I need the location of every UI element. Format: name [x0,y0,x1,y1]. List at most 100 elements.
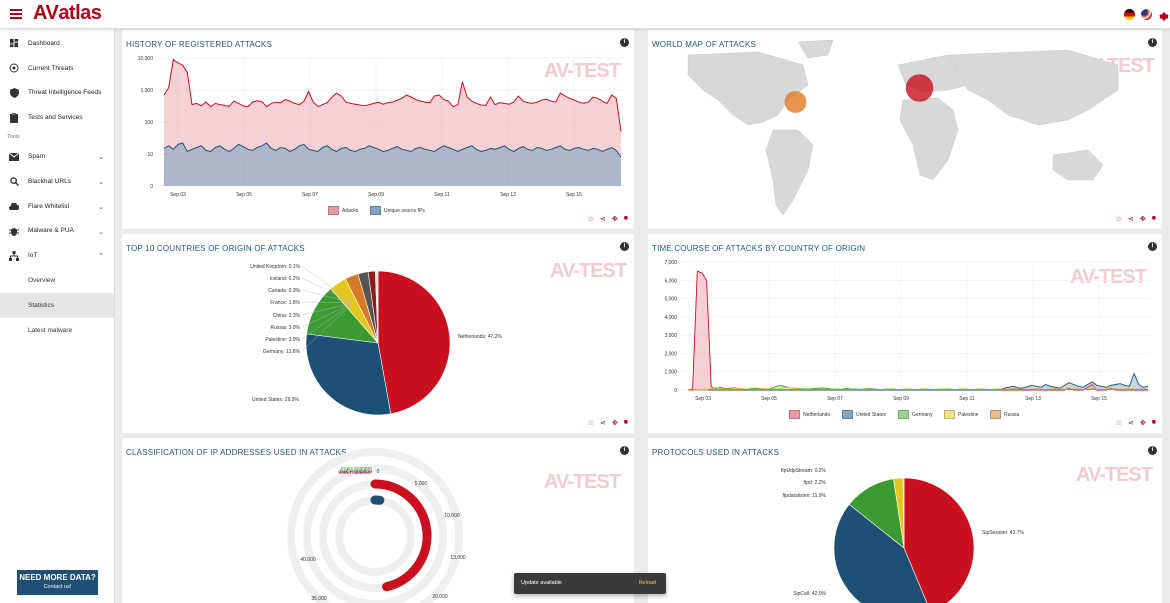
slice-label: France: 1.6% [270,300,300,306]
star-icon[interactable]: ☆ [587,216,595,223]
chart-actions: ☆ ⋖ ✥ ■ [1116,215,1156,223]
sidebar-subitem-statistics[interactable]: Statistics [0,292,114,318]
logo[interactable]: AVatlas [33,2,102,24]
y-tick-label: 4,000 [664,315,677,321]
sidebar-item-spam[interactable]: Spam ⌄ [0,144,114,169]
info-icon[interactable]: i [1148,242,1157,251]
label-leader [301,302,354,316]
slice-label: Iceland: 0.2% [270,276,301,282]
save-icon[interactable]: ■ [1151,419,1156,426]
map-point [905,74,934,102]
star-icon[interactable]: ☆ [1115,420,1123,427]
chevron-down-icon[interactable]: ⌄ [98,203,104,211]
legend-russia[interactable]: Russia [990,410,1019,419]
slice-label: Palestine: 3.9% [265,337,300,343]
chevron-down-icon[interactable]: ⌄ [98,178,104,186]
info-icon[interactable]: i [1148,446,1157,455]
sidebar-item-threat-intelligence-feeds[interactable]: Threat Intelligence Feeds [0,81,114,106]
radial-track [335,496,415,576]
x-tick-label: Sep 03 [695,396,711,402]
legend-netherlands[interactable]: Netherlands [789,410,830,419]
fullscreen-icon[interactable]: ✥ [611,216,618,223]
us-flag-icon[interactable] [1141,9,1152,20]
star-icon[interactable]: ☆ [1115,216,1123,223]
map-landmass [1052,149,1104,181]
panel-protocols: PROTOCOLS USED IN ATTACKS i AV-TEST SipS… [648,438,1162,603]
sidebar-subitem-overview[interactable]: Overview [28,277,56,285]
fullscreen-icon[interactable]: ✥ [1139,420,1146,427]
slice-label: United Kingdom: 0.1% [250,264,300,270]
info-icon[interactable]: i [1148,38,1157,47]
chevron-down-icon[interactable]: ⌄ [98,154,104,162]
need-more-data-button[interactable]: NEED MORE DATA? Contact us! [17,570,98,595]
need-data-title: NEED MORE DATA? [19,573,96,582]
sidebar-subitem-latest-malware[interactable]: Latest malware [28,326,73,334]
slice-label: Netherlands: 47.2% [458,334,502,340]
snackbar-message: Update available [521,580,562,586]
panel-title: TOP 10 COUNTRIES OF ORIGIN OF ATTACKS [126,244,305,253]
sidebar-item-dashboard[interactable]: Dashboard [0,31,114,56]
info-icon[interactable]: i [620,38,629,47]
y-tick-label: 2,000 [664,351,677,357]
panel-title: PROTOCOLS USED IN ATTACKS [652,448,780,457]
y-tick-label: 7,000 [664,260,677,266]
panel-world-map: WORLD MAP OF ATTACKS i AV-TEST ☆⋖✥■ [648,30,1162,229]
sidebar-item-iot[interactable]: IoT ⌃ [0,243,114,268]
panel-title: CLASSIFICATION OF IP ADDRESSES USED IN A… [126,448,347,457]
fullscreen-icon[interactable]: ✥ [1139,216,1146,223]
sidebar-item-tests-and-services[interactable]: Tests and Services [0,105,114,130]
sidebar-section-tools: Tools [7,134,20,141]
time-course-chart: 7,000 6,000 5,000 4,000 3,000 2,000 1,000 0 Sep … [664,260,1150,402]
info-icon[interactable]: i [620,242,629,251]
avtest-watermark: AV-TEST [550,260,627,282]
reload-button[interactable]: Reload [638,580,656,586]
series-area [164,143,621,186]
info-icon[interactable]: i [620,446,629,455]
sidebar-item-label: IoT [28,252,38,260]
y-tick-label: 10 [147,152,153,158]
map-landmass [797,39,834,59]
legend-attacks[interactable]: Attacks [328,206,358,215]
share-icon[interactable]: ⋖ [600,216,606,223]
x-tick-label: Sep 05 [761,396,777,402]
x-tick-label: Sep 13 [500,192,516,198]
settings-gear-icon[interactable] [1158,9,1169,21]
fullscreen-icon[interactable]: ✥ [611,420,618,427]
legend-palestine[interactable]: Palestine [944,410,979,419]
label-leader [301,265,354,304]
category-label: bad reputation [340,469,372,475]
menu-icon[interactable] [10,9,22,19]
legend-germany[interactable]: Germany [898,410,933,419]
sidebar: Dashboard Current Threats Threat Intelli… [0,29,115,603]
sidebar-item-malware-pua[interactable]: Malware & PUA ⌄ [0,219,114,244]
sidebar-item-blackhat-urls[interactable]: Blackhat URLs ⌄ [0,169,114,194]
share-icon[interactable]: ⋖ [1128,420,1134,427]
slice-label: ftpd: 2.2% [803,480,826,486]
chevron-down-icon[interactable]: ⌄ [98,228,104,236]
world-map [687,39,1119,216]
y-tick-label: 0 [674,388,677,394]
x-tick-label: Sep 11 [434,192,450,198]
map-landmass [687,51,809,126]
label-leader [301,302,354,328]
legend-united-states[interactable]: United States [842,410,886,419]
star-icon[interactable]: ☆ [587,420,595,427]
share-icon[interactable]: ⋖ [1128,216,1134,223]
german-flag-icon[interactable] [1124,9,1135,20]
chevron-up-icon[interactable]: ⌃ [98,253,104,261]
map-landmass [765,129,814,216]
share-icon[interactable]: ⋖ [600,420,606,427]
radial-track [287,448,463,603]
radar-icon [9,63,19,73]
save-icon[interactable]: ■ [1151,215,1156,222]
sidebar-item-flare-whitelist[interactable]: Flare Whitelist ⌄ [0,194,114,219]
label-leader [301,277,354,304]
sidebar-item-current-threats[interactable]: Current Threats [0,56,114,81]
panel-history: HISTORY OF REGISTERED ATTACKS i AV-TEST … [122,30,634,229]
save-icon[interactable]: ■ [623,215,628,222]
legend-unique-ips[interactable]: Unique source IPs [370,206,425,215]
save-icon[interactable]: ■ [623,419,628,426]
update-snackbar: Update available Reload [514,573,666,594]
radial-track [303,464,447,603]
